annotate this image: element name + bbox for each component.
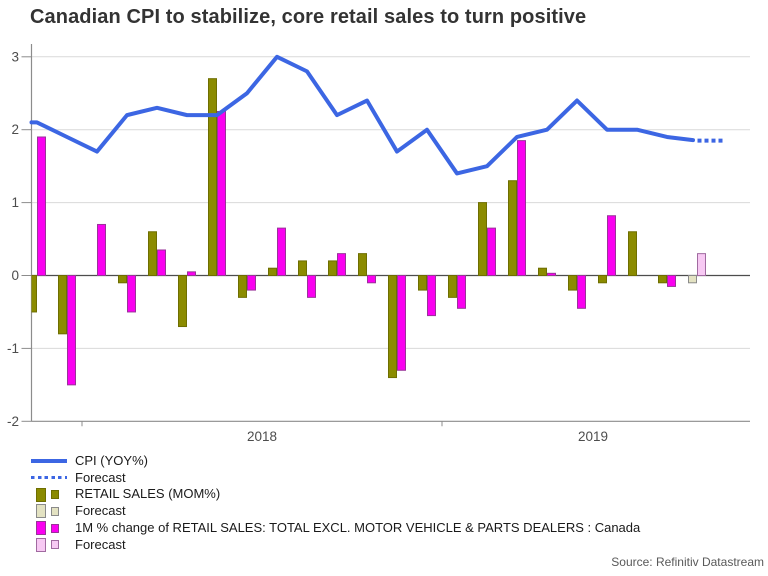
svg-text:-1: -1 — [7, 341, 19, 356]
legend-row-retail: RETAIL SALES (MOM%) — [30, 486, 762, 503]
cpi-retail-plot: 3 2 1 0 -1 -2 2018 2019 — [7, 44, 750, 444]
core-forecast-bar-swatch-small — [51, 540, 59, 550]
svg-text:2018: 2018 — [247, 429, 277, 444]
svg-text:2: 2 — [11, 122, 19, 137]
chart-title: Canadian CPI to stabilize, core retail s… — [30, 6, 587, 28]
legend-label-core-forecast: Forecast — [75, 536, 126, 552]
svg-text:-2: -2 — [7, 414, 19, 429]
svg-text:2019: 2019 — [578, 429, 608, 444]
legend-label-retail: RETAIL SALES (MOM%) — [75, 486, 221, 502]
legend: CPI (YOY%) Forecast RETAIL SALES (MOM%) … — [30, 452, 762, 553]
svg-text:3: 3 — [11, 49, 19, 64]
source-attribution: Source: Refinitiv Datastream — [611, 555, 764, 569]
legend-label-cpi: CPI (YOY%) — [75, 452, 148, 468]
legend-label-cpi-forecast: Forecast — [75, 469, 126, 485]
legend-row-core-forecast: Forecast — [30, 536, 762, 553]
svg-text:1: 1 — [11, 195, 19, 210]
core-forecast-bar-swatch — [36, 537, 46, 552]
retail-bar-swatch-small — [51, 490, 59, 500]
core-retail-bar-swatch-small — [51, 523, 59, 533]
core-retail-bar-swatch — [36, 521, 46, 536]
retail-forecast-bar-swatch — [36, 504, 46, 519]
legend-label-core: 1M % change of RETAIL SALES: TOTAL EXCL.… — [75, 520, 641, 536]
legend-label-retail-forecast: Forecast — [75, 503, 126, 519]
legend-row-retail-forecast: Forecast — [30, 502, 762, 519]
legend-row-cpi-forecast: Forecast — [30, 469, 762, 486]
cpi-line-swatch — [31, 458, 67, 463]
retail-bar-swatch — [36, 487, 46, 502]
legend-row-cpi: CPI (YOY%) — [30, 452, 762, 469]
retail-forecast-bar-swatch-small — [51, 506, 59, 516]
svg-text:0: 0 — [11, 268, 19, 283]
forecast-dotted-line-swatch — [31, 475, 67, 480]
legend-row-core: 1M % change of RETAIL SALES: TOTAL EXCL.… — [30, 519, 762, 536]
